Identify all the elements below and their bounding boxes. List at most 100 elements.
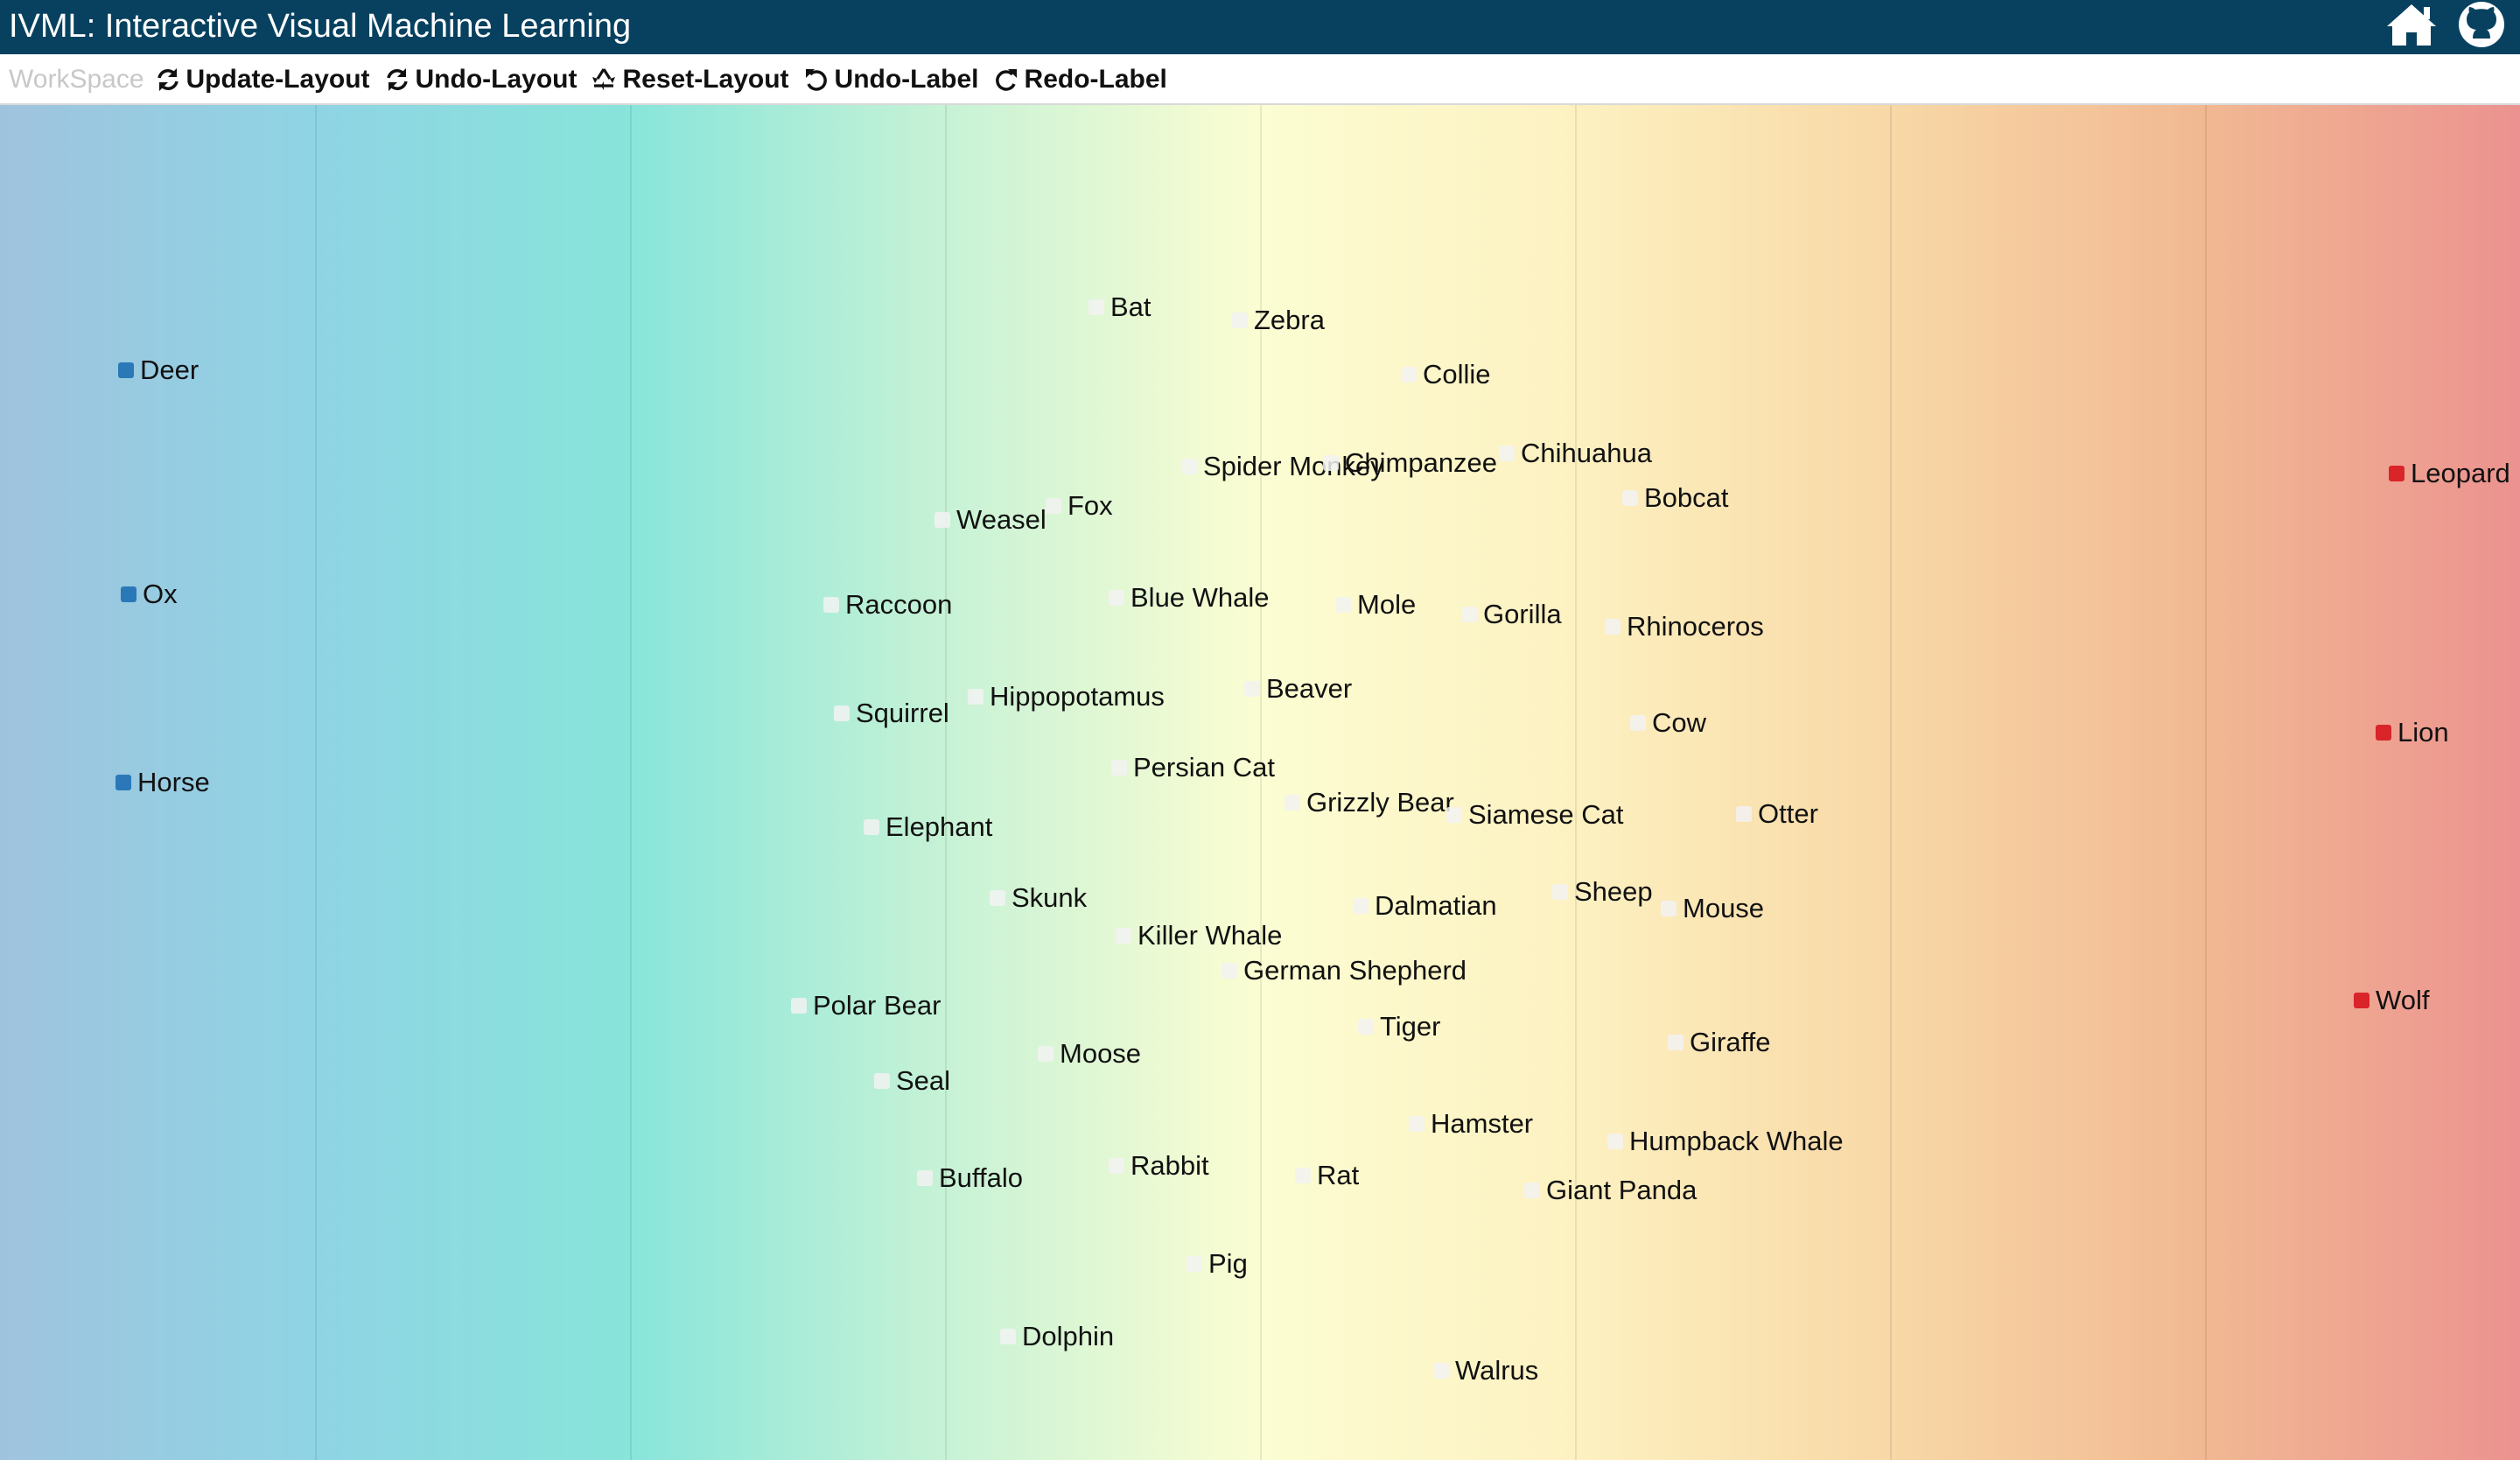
point-marker[interactable] [1358, 1019, 1374, 1035]
point-marker[interactable] [1244, 681, 1260, 697]
point-label[interactable]: Mole [1357, 589, 1417, 620]
point-label[interactable]: Bobcat [1644, 482, 1729, 513]
point-marker[interactable] [2354, 993, 2370, 1008]
update-layout-button[interactable]: Update-Layout [155, 65, 370, 95]
point-marker[interactable] [1446, 807, 1462, 823]
point-marker[interactable] [1284, 795, 1300, 811]
point-label[interactable]: Pig [1208, 1248, 1248, 1279]
point-label[interactable]: Squirrel [856, 698, 949, 728]
point-label[interactable]: Collie [1423, 359, 1491, 390]
point-marker[interactable] [1116, 928, 1131, 944]
point-marker[interactable] [1622, 490, 1638, 506]
point-label[interactable]: Hippopotamus [990, 681, 1165, 712]
point-marker[interactable] [1109, 590, 1124, 606]
point-label[interactable]: Sheep [1574, 876, 1653, 907]
point-marker[interactable] [1552, 884, 1568, 900]
point-marker[interactable] [1353, 898, 1368, 914]
point-label[interactable]: Chihuahua [1521, 438, 1652, 468]
point-label[interactable]: Spider Monkey [1203, 451, 1384, 481]
point-marker[interactable] [1295, 1168, 1311, 1183]
point-label[interactable]: Giant Panda [1546, 1175, 1698, 1205]
point-label[interactable]: Dolphin [1022, 1321, 1115, 1351]
point-label[interactable]: Lion [2398, 717, 2449, 748]
point-label[interactable]: Killer Whale [1138, 920, 1283, 951]
point-marker[interactable] [1736, 806, 1752, 822]
point-label[interactable]: Moose [1060, 1038, 1142, 1069]
point-label[interactable]: Walrus [1455, 1355, 1539, 1386]
point-label[interactable]: Rat [1317, 1160, 1360, 1190]
point-marker[interactable] [1409, 1116, 1424, 1132]
point-marker[interactable] [874, 1073, 890, 1089]
point-label[interactable]: Ox [143, 579, 178, 609]
point-marker[interactable] [1323, 455, 1339, 471]
point-marker[interactable] [1335, 597, 1351, 613]
point-marker[interactable] [1111, 760, 1127, 776]
point-label[interactable]: Chimpanzee [1345, 447, 1498, 478]
point-marker[interactable] [1661, 901, 1676, 916]
point-label[interactable]: Skunk [1012, 882, 1088, 913]
point-marker[interactable] [1232, 312, 1248, 328]
point-marker[interactable] [1499, 446, 1515, 461]
point-label[interactable]: Persian Cat [1133, 752, 1275, 783]
point-marker[interactable] [968, 689, 984, 705]
github-icon[interactable] [2457, 0, 2506, 49]
point-label[interactable]: Leopard [2411, 458, 2510, 488]
point-label[interactable]: Siamese Cat [1468, 799, 1624, 830]
point-label[interactable]: Bat [1110, 291, 1152, 322]
point-label[interactable]: Rhinoceros [1627, 611, 1764, 642]
point-marker[interactable] [1630, 715, 1646, 731]
point-marker[interactable] [2389, 466, 2404, 481]
point-marker[interactable] [118, 362, 134, 378]
point-marker[interactable] [990, 890, 1005, 906]
point-marker[interactable] [1401, 367, 1417, 383]
point-marker[interactable] [1046, 498, 1061, 514]
point-label[interactable]: Wolf [2376, 985, 2430, 1015]
point-marker[interactable] [1038, 1046, 1054, 1062]
point-label[interactable]: Buffalo [939, 1162, 1023, 1193]
point-marker[interactable] [1607, 1134, 1623, 1149]
point-label[interactable]: Rabbit [1130, 1150, 1209, 1181]
point-label[interactable]: Cow [1652, 707, 1707, 738]
point-label[interactable]: Blue Whale [1130, 582, 1270, 613]
point-marker[interactable] [2376, 725, 2391, 741]
point-label[interactable]: Weasel [956, 504, 1046, 535]
point-marker[interactable] [1109, 1158, 1124, 1174]
point-marker[interactable] [823, 597, 839, 613]
point-label[interactable]: Zebra [1254, 305, 1325, 335]
point-marker[interactable] [1433, 1363, 1449, 1379]
point-marker[interactable] [1222, 963, 1237, 979]
point-marker[interactable] [864, 819, 879, 835]
point-label[interactable]: Gorilla [1483, 599, 1562, 629]
point-marker[interactable] [834, 705, 850, 721]
layout-canvas[interactable]: Deer Ox Horse Leopard Lion Wolf Bat Zebra Collie… [0, 105, 2520, 1460]
point-label[interactable]: Elephant [886, 811, 993, 842]
point-label[interactable]: Horse [137, 767, 210, 797]
redo-label-button[interactable]: Redo-Label [993, 65, 1167, 95]
point-marker[interactable] [1186, 1256, 1202, 1272]
point-label[interactable]: Raccoon [845, 589, 953, 620]
point-label[interactable]: Mouse [1683, 893, 1765, 923]
reset-layout-button[interactable]: Reset-Layout [591, 65, 789, 95]
point-marker[interactable] [1000, 1329, 1016, 1344]
point-label[interactable]: German Shepherd [1243, 955, 1467, 986]
point-marker[interactable] [116, 775, 131, 790]
point-marker[interactable] [1668, 1035, 1684, 1050]
point-label[interactable]: Polar Bear [813, 990, 942, 1021]
point-label[interactable]: Seal [896, 1065, 951, 1096]
point-marker[interactable] [1524, 1183, 1540, 1198]
point-marker[interactable] [917, 1170, 933, 1186]
point-marker[interactable] [1605, 619, 1620, 635]
point-marker[interactable] [791, 998, 807, 1014]
point-label[interactable]: Hamster [1431, 1108, 1534, 1139]
point-label[interactable]: Fox [1068, 490, 1113, 521]
point-label[interactable]: Otter [1758, 798, 1818, 829]
point-marker[interactable] [1461, 607, 1477, 622]
point-marker[interactable] [1088, 299, 1104, 315]
point-marker[interactable] [1181, 459, 1197, 474]
point-marker[interactable] [121, 586, 136, 602]
point-label[interactable]: Humpback Whale [1629, 1126, 1844, 1156]
undo-layout-button[interactable]: Undo-Layout [384, 65, 577, 95]
undo-label-button[interactable]: Undo-Label [803, 65, 979, 95]
point-label[interactable]: Beaver [1266, 673, 1353, 704]
point-label[interactable]: Tiger [1380, 1011, 1441, 1042]
